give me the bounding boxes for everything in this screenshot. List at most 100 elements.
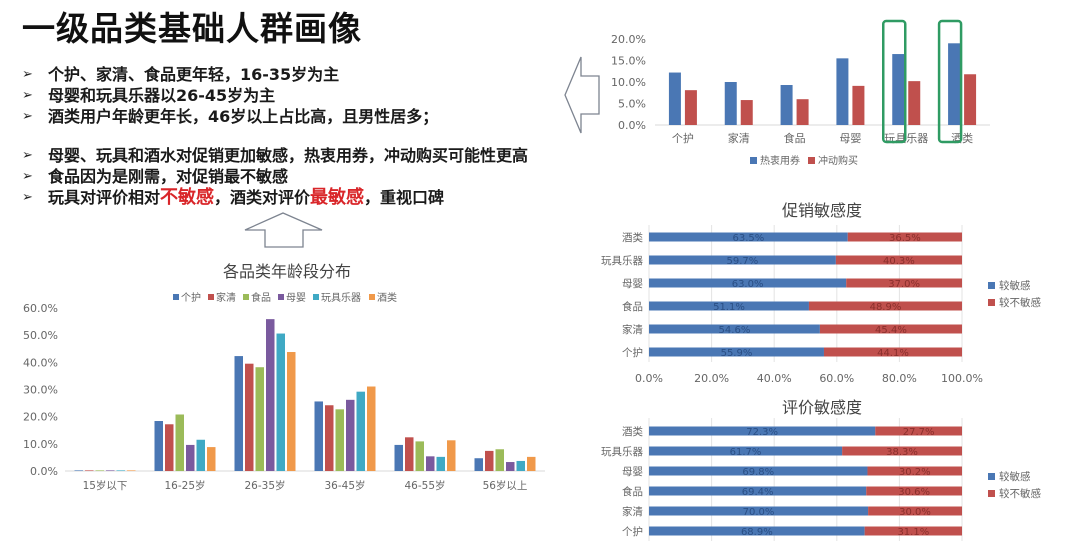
y-tick-label: 家清 xyxy=(622,323,643,336)
bar-segment xyxy=(649,324,820,334)
bullet-item: ➢ 玩具对评价相对 不敏感 ，酒类对评价 最敏感 ，重视口碑 xyxy=(22,187,528,208)
highlight-text: 最敏感 xyxy=(310,187,365,208)
bar-value-label: 37.0% xyxy=(888,279,920,290)
bar xyxy=(474,458,483,471)
bar xyxy=(495,449,504,471)
y-tick-label: 个护 xyxy=(622,346,643,359)
bar-segment xyxy=(835,255,962,265)
review-chart-title: 评价敏感度 xyxy=(782,398,863,417)
x-tick-label: 80.0% xyxy=(882,372,917,385)
y-tick-label: 60.0% xyxy=(23,302,58,315)
bar-value-label: 45.4% xyxy=(875,325,907,336)
highlight-box xyxy=(937,19,963,144)
up-arrow-icon xyxy=(244,212,323,248)
bar xyxy=(426,456,435,471)
y-tick-label: 食品 xyxy=(622,300,643,313)
bar xyxy=(506,462,515,471)
age-chart-title: 各品类年龄段分布 xyxy=(223,262,352,281)
bullet-text: 食品因为是刚需，对促销最不敏感 xyxy=(48,167,289,186)
bar xyxy=(948,43,961,125)
bar xyxy=(287,352,296,471)
bar xyxy=(740,100,753,125)
y-tick-label: 母婴 xyxy=(622,278,643,290)
bullet-text: 个护、家清、食品更年轻，16-35岁为主 xyxy=(48,65,340,84)
bar xyxy=(234,356,243,471)
bar-segment xyxy=(649,506,869,516)
bar-value-label: 48.9% xyxy=(870,302,902,313)
bar-value-label: 54.6% xyxy=(719,325,751,336)
y-tick-label: 玩具乐器 xyxy=(601,446,643,458)
bar xyxy=(255,367,264,471)
bar-segment xyxy=(864,526,962,536)
legend-label: 较不敏感 xyxy=(999,487,1041,500)
bullet-arrow-icon: ➢ xyxy=(22,109,33,124)
bar xyxy=(447,440,456,471)
promo-chart-title: 促销敏感度 xyxy=(782,201,863,220)
legend-label: 热衷用券 xyxy=(760,154,800,167)
y-tick-label: 30.0% xyxy=(23,384,58,397)
bar-value-label: 63.0% xyxy=(732,279,764,290)
bar-value-label: 36.5% xyxy=(889,233,921,244)
bar xyxy=(95,470,104,471)
legend-label: 个护 xyxy=(181,291,201,304)
bar xyxy=(165,424,174,471)
bullet-text: 玩具对评价相对 xyxy=(48,188,161,207)
y-tick-label: 15.0% xyxy=(611,55,646,68)
coupon-impulse-chart: 0.0%5.0%10.0%15.0%20.0%个护 家清 食品 母婴 玩具乐器 酒类热衷用… xyxy=(611,19,990,167)
legend-label: 较敏感 xyxy=(999,470,1031,483)
bar xyxy=(415,441,424,471)
bar xyxy=(436,456,445,471)
x-tick-label: 16-25岁 xyxy=(164,479,205,492)
y-tick-label: 10.0% xyxy=(611,76,646,89)
bar-segment xyxy=(649,446,843,456)
bar xyxy=(668,72,681,125)
y-tick-label: 个护 xyxy=(622,525,643,538)
age-distribution-chart: 0.0% 10.0% 20.0% 30.0% 40.0% 50.0% 60.0% 15岁以下 1… xyxy=(23,291,545,492)
y-tick-label: 0.0% xyxy=(30,465,58,478)
y-tick-label: 10.0% xyxy=(23,438,58,451)
bar-value-label: 31.1% xyxy=(897,527,929,538)
legend-swatch xyxy=(173,294,179,300)
bar xyxy=(780,85,793,125)
bar-segment xyxy=(823,347,962,357)
bar-segment xyxy=(649,255,836,265)
bullet-arrow-icon: ➢ xyxy=(22,88,33,103)
legend-swatch xyxy=(988,282,995,289)
bullet-text: 酒类用户年龄更年长，46岁以上占比高，且男性居多； xyxy=(48,107,439,126)
bar-segment xyxy=(649,232,848,242)
bar xyxy=(85,470,94,471)
bullet-item: ➢ 个护、家清、食品更年轻，16-35岁为主 xyxy=(22,64,438,85)
highlight-text: 不敏感 xyxy=(160,187,215,208)
bullet-arrow-icon: ➢ xyxy=(22,169,33,184)
bar xyxy=(367,386,376,471)
legend-label: 冲动购买 xyxy=(818,154,858,167)
bar-value-label: 44.1% xyxy=(877,348,909,359)
bar xyxy=(207,447,216,471)
legend-swatch xyxy=(243,294,249,300)
bar-value-label: 68.9% xyxy=(741,527,773,538)
bar xyxy=(74,470,83,471)
bar-value-label: 69.8% xyxy=(742,467,774,478)
bar-value-label: 69.4% xyxy=(742,487,774,498)
bar xyxy=(335,409,344,471)
bar xyxy=(527,456,536,471)
bar-segment xyxy=(847,232,962,242)
bar-value-label: 51.1% xyxy=(713,302,745,313)
legend-label: 食品 xyxy=(251,291,271,304)
x-tick-label: 家清 xyxy=(728,131,750,145)
x-tick-label: 个护 xyxy=(672,131,694,145)
legend-label: 较不敏感 xyxy=(999,296,1041,309)
x-tick-label: 15岁以下 xyxy=(83,479,128,492)
legend-label: 较敏感 xyxy=(999,279,1031,292)
bar-value-label: 30.0% xyxy=(899,507,931,518)
legend-swatch xyxy=(278,294,284,300)
page-title: 一级品类基础人群画像 xyxy=(22,9,362,48)
bar-value-label: 72.3% xyxy=(746,427,778,438)
bar xyxy=(964,74,977,125)
bar xyxy=(346,399,355,471)
bar xyxy=(684,90,697,125)
legend-label: 家清 xyxy=(216,291,236,304)
bullet-arrow-icon: ➢ xyxy=(22,67,33,82)
y-tick-label: 20.0% xyxy=(23,411,58,424)
y-tick-label: 40.0% xyxy=(23,356,58,369)
